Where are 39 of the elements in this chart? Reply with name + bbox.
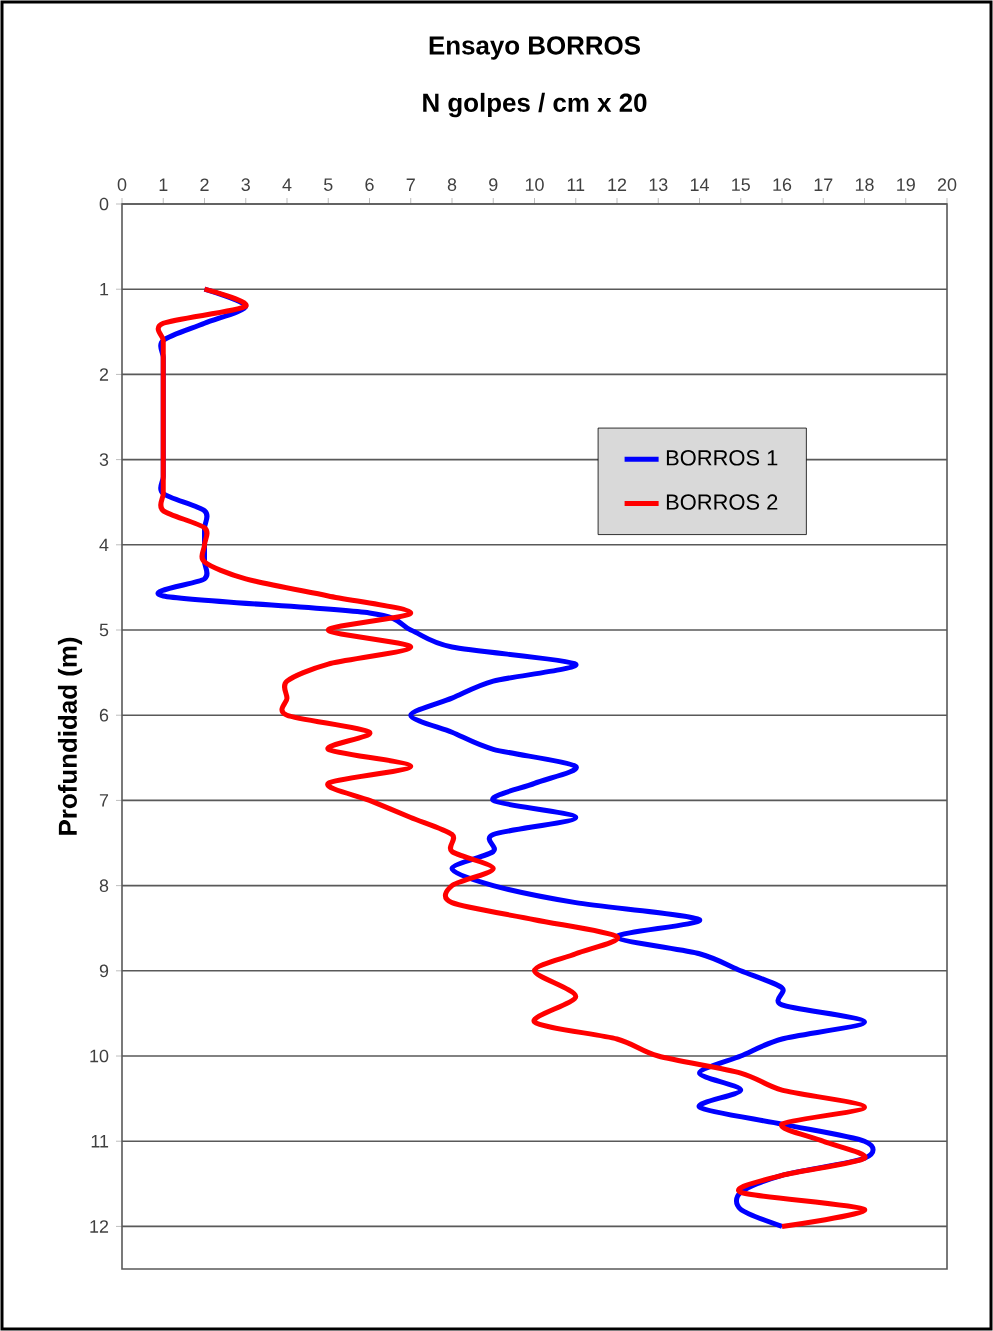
y-tick-label: 10 — [90, 1049, 109, 1063]
y-tick-label: 5 — [99, 623, 109, 637]
x-axis-title: N golpes / cm x 20 — [423, 92, 647, 118]
x-tick-label: 9 — [489, 178, 498, 191]
y-tick-label: 7 — [99, 794, 109, 807]
x-tick-label: 14 — [690, 178, 709, 191]
x-tick-label: 1 — [159, 178, 168, 191]
chart-title: Ensayo BORROS — [429, 36, 640, 60]
x-tick-label: 10 — [525, 178, 544, 191]
x-tick-label: 2 — [200, 178, 209, 191]
legend-label: BORROS 2 — [666, 494, 778, 510]
x-tick-label: 20 — [937, 178, 957, 191]
y-tick-label: 9 — [99, 964, 109, 978]
x-tick-label: 7 — [406, 178, 415, 191]
y-tick-label: 8 — [99, 879, 109, 892]
x-tick-label: 11 — [567, 178, 585, 191]
y-tick-label: 3 — [99, 453, 109, 466]
y-tick-label: 6 — [99, 708, 109, 722]
x-tick-label: 13 — [649, 178, 668, 191]
y-axis-title: Profundidad (m) — [57, 637, 83, 835]
x-tick-label: 16 — [773, 178, 792, 191]
x-tick-label: 3 — [241, 178, 250, 191]
y-tick-label: 0 — [99, 197, 109, 211]
x-tick-label: 17 — [814, 178, 833, 191]
y-tick-label: 11 — [91, 1135, 109, 1148]
x-tick-label: 6 — [365, 178, 374, 191]
y-tick-label: 12 — [90, 1220, 109, 1233]
x-tick-label: 8 — [447, 178, 457, 191]
legend-label: BORROS 1 — [666, 450, 778, 466]
x-tick-label: 18 — [855, 178, 874, 191]
x-tick-label: 0 — [117, 178, 127, 191]
x-tick-label: 4 — [282, 178, 292, 191]
x-tick-label: 5 — [323, 178, 333, 191]
y-tick-label: 4 — [99, 538, 109, 551]
y-tick-label: 2 — [99, 368, 109, 381]
y-tick-label: 1 — [100, 283, 109, 296]
x-tick-label: 19 — [897, 178, 915, 191]
x-tick-label: 12 — [608, 178, 627, 191]
x-tick-label: 15 — [732, 178, 750, 191]
